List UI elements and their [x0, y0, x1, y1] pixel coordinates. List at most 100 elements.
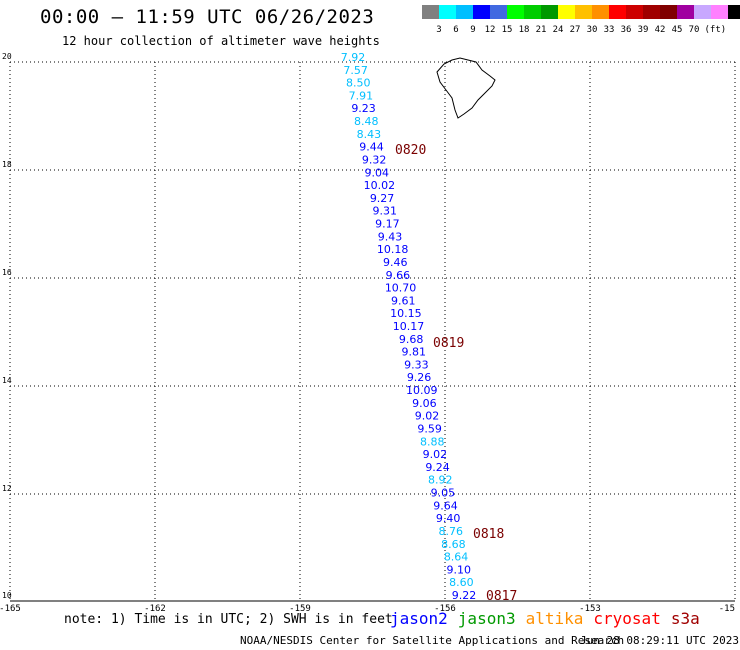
pass-time-label: 0819 [433, 336, 464, 351]
swh-value: 9.17 [375, 218, 400, 231]
swh-value: 7.57 [343, 64, 368, 77]
lon-tick-label: -15 [719, 604, 735, 614]
swh-value: 9.32 [362, 153, 387, 166]
swh-value: 9.43 [378, 230, 403, 243]
big-island-coastline [436, 57, 496, 119]
axis-labels: 20 18 16 14 12 10 -165 -162 -159 -156 -153 -15 [0, 52, 735, 614]
lat-tick-label: 12 [2, 484, 12, 493]
legend-swatch [507, 5, 524, 19]
swh-value: 9.10 [446, 563, 471, 576]
legend-label: 42 [654, 25, 666, 35]
legend-label: 33 [603, 25, 615, 35]
lon-tick-label: -165 [0, 604, 21, 614]
swh-value: 9.06 [412, 397, 437, 410]
lat-lon-grid [9, 61, 736, 602]
pass-time-label: 0817 [486, 589, 517, 604]
lat-tick-label: 18 [2, 160, 12, 169]
legend-swatch [592, 5, 609, 19]
legend-swatch [524, 5, 541, 19]
credit-line: NOAA/NESDIS Center for Satellite Applica… [240, 634, 625, 647]
legend-swatch [490, 5, 507, 19]
legend-label: 70 [688, 25, 700, 35]
legend-label: 3 [436, 25, 442, 35]
swh-value: 7.92 [341, 51, 366, 64]
legend-swatch [473, 5, 490, 19]
swh-value: 9.02 [423, 448, 448, 461]
lat-tick-label: 20 [2, 52, 12, 61]
swh-value: 10.17 [393, 320, 425, 333]
legend-swatch [439, 5, 456, 19]
satellite-s3a: s3a [670, 609, 700, 628]
legend-swatch [626, 5, 643, 19]
swh-value: 9.46 [383, 256, 408, 269]
swh-value: 9.33 [404, 358, 429, 371]
legend-label: 27 [569, 25, 581, 35]
swh-value: 10.02 [364, 179, 396, 192]
legend-label: 6 [453, 25, 459, 35]
lon-tick-label: -156 [434, 604, 456, 614]
legend-label: 9 [470, 25, 476, 35]
legend-swatch [660, 5, 677, 19]
lat-tick-label: 14 [2, 376, 12, 385]
swh-value: 7.91 [349, 89, 374, 102]
legend-label: 30 [586, 25, 598, 35]
swh-value: 9.59 [417, 422, 442, 435]
satellite-legend: jason2 jason3 altika cryosat s3a [390, 609, 710, 628]
swh-value: 9.22 [452, 589, 477, 602]
swh-value: 8.68 [441, 538, 466, 551]
swh-value: 8.92 [428, 474, 453, 487]
swh-value: 9.64 [433, 499, 458, 512]
map-subtitle: 12 hour collection of altimeter wave hei… [62, 34, 380, 48]
swh-value: 8.43 [357, 128, 382, 141]
lon-tick-label: -153 [579, 604, 601, 614]
legend-label: 39 [637, 25, 649, 35]
legend-swatch [558, 5, 575, 19]
swh-value: 9.24 [425, 461, 450, 474]
legend-swatch [422, 5, 439, 19]
legend-swatch [677, 5, 694, 19]
swh-value: 9.40 [436, 512, 461, 525]
pass-time-label: 0818 [473, 527, 504, 542]
lon-tick-label: -159 [289, 604, 311, 614]
swh-value: 8.50 [346, 77, 371, 90]
satellite-jason3: jason3 [457, 609, 516, 628]
swh-value: 9.81 [402, 346, 427, 359]
swh-value: 9.04 [365, 166, 390, 179]
lon-tick-label: -162 [144, 604, 166, 614]
legend-swatch [456, 5, 473, 19]
swh-value: 8.76 [439, 525, 464, 538]
satellite-jason2: jason2 [390, 609, 448, 628]
swh-value: 9.66 [386, 269, 411, 282]
map-title: 00:00 – 11:59 UTC 06/26/2023 [40, 6, 375, 28]
legend-swatch [711, 5, 728, 19]
legend-unit: (ft) [704, 25, 727, 35]
legend-label: 15 [501, 25, 513, 35]
legend-label: 12 [484, 25, 496, 35]
swh-value: 10.18 [377, 243, 409, 256]
swh-value: 10.09 [406, 384, 438, 397]
pass-time-labels: 0820 0819 0818 0817 [395, 143, 517, 604]
legend-swatch [575, 5, 592, 19]
legend-label: 36 [620, 25, 632, 35]
swh-value: 9.31 [372, 205, 397, 218]
legend-swatch [643, 5, 660, 19]
swh-value: 9.68 [399, 333, 424, 346]
swh-points: 7.927.578.507.919.238.488.439.449.329.04… [341, 51, 477, 602]
swh-value: 8.60 [449, 576, 474, 589]
footer-note: note: 1) Time is in UTC; 2) SWH is in fe… [64, 612, 393, 627]
satellite-cryosat: cryosat [593, 609, 661, 628]
swh-value: 9.23 [351, 102, 376, 115]
pass-time-label: 0820 [395, 143, 426, 158]
legend-swatch [609, 5, 626, 19]
satellite-altika: altika [525, 609, 584, 628]
legend-swatch [728, 5, 740, 19]
swh-value: 8.88 [420, 435, 445, 448]
legend-swatch [541, 5, 558, 19]
swh-value: 10.70 [385, 282, 417, 295]
legend-label: 21 [535, 25, 547, 35]
swh-value: 9.05 [431, 487, 456, 500]
swh-value: 9.27 [370, 192, 395, 205]
swh-value: 8.48 [354, 115, 379, 128]
swh-value: 9.02 [415, 410, 440, 423]
